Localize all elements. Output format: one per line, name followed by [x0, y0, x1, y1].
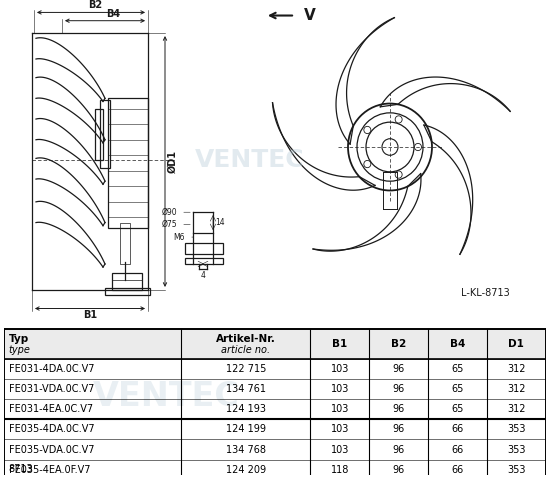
Circle shape	[364, 126, 371, 134]
Bar	[185, 243, 223, 254]
Text: 65: 65	[451, 404, 464, 414]
Text: Typ: Typ	[9, 333, 29, 343]
Bar	[185, 258, 223, 264]
Text: 124 193: 124 193	[226, 404, 266, 414]
Text: FE031-4EA.0C.V7: FE031-4EA.0C.V7	[9, 404, 93, 414]
Text: 96: 96	[393, 364, 405, 374]
Text: 96: 96	[393, 465, 405, 475]
Circle shape	[415, 143, 421, 150]
Bar	[4, 329, 546, 359]
Text: type: type	[9, 345, 31, 355]
Text: FE031-4DA.0C.V7: FE031-4DA.0C.V7	[9, 364, 94, 374]
Text: B1: B1	[332, 339, 348, 349]
Text: M6: M6	[173, 233, 185, 241]
Text: FE031-VDA.0C.V7: FE031-VDA.0C.V7	[9, 384, 94, 394]
Text: L-KL-8713: L-KL-8713	[461, 288, 510, 298]
Text: 312: 312	[507, 384, 525, 394]
Text: 312: 312	[507, 404, 525, 414]
Text: 96: 96	[393, 424, 405, 434]
Text: 118: 118	[331, 465, 349, 475]
Text: D1: D1	[508, 339, 524, 349]
Text: 103: 103	[331, 424, 349, 434]
Bar	[100, 101, 110, 168]
Text: 103: 103	[331, 404, 349, 414]
Text: 103: 103	[331, 364, 349, 374]
Text: V: V	[304, 8, 316, 23]
Text: Ø75: Ø75	[161, 220, 177, 229]
Text: Ø90: Ø90	[161, 208, 177, 217]
Text: Artikel-Nr.: Artikel-Nr.	[216, 333, 276, 343]
Circle shape	[395, 116, 402, 123]
Text: 134 768: 134 768	[226, 445, 266, 455]
Text: 353: 353	[507, 445, 525, 455]
Text: article no.: article no.	[221, 345, 271, 355]
Text: FE035-VDA.0C.V7: FE035-VDA.0C.V7	[9, 445, 94, 455]
Text: B4: B4	[450, 339, 465, 349]
Text: 14: 14	[215, 218, 224, 227]
Text: 96: 96	[393, 445, 405, 455]
Text: B2: B2	[391, 339, 406, 349]
Text: B2: B2	[88, 0, 102, 11]
Text: 65: 65	[451, 384, 464, 394]
Text: FE035-4DA.0C.V7: FE035-4DA.0C.V7	[9, 424, 95, 434]
Text: 8713: 8713	[9, 464, 34, 474]
Text: 96: 96	[393, 404, 405, 414]
Text: 66: 66	[451, 424, 464, 434]
Text: VENTEC: VENTEC	[94, 380, 240, 413]
Circle shape	[395, 171, 402, 178]
Text: 312: 312	[507, 364, 525, 374]
Bar	[108, 98, 148, 228]
Text: 103: 103	[331, 384, 349, 394]
Text: 66: 66	[451, 445, 464, 455]
Bar	[112, 274, 142, 290]
Text: 134 761: 134 761	[226, 384, 266, 394]
Text: 122 715: 122 715	[226, 364, 266, 374]
Text: 65: 65	[451, 364, 464, 374]
Text: 103: 103	[331, 445, 349, 455]
Text: 353: 353	[507, 465, 525, 475]
Text: 66: 66	[451, 465, 464, 475]
Text: VENTEC: VENTEC	[195, 148, 305, 172]
Bar	[105, 288, 150, 295]
Text: 4: 4	[201, 271, 206, 280]
Bar	[120, 223, 130, 264]
Text: B1: B1	[83, 309, 97, 319]
Circle shape	[364, 160, 371, 168]
Text: 124 199: 124 199	[226, 424, 266, 434]
Text: 353: 353	[507, 424, 525, 434]
Text: 96: 96	[393, 384, 405, 394]
Text: B4: B4	[106, 9, 120, 19]
Text: FE035-4EA.0F.V7: FE035-4EA.0F.V7	[9, 465, 90, 475]
Bar	[95, 109, 103, 160]
Text: ØD1: ØD1	[168, 150, 178, 173]
Text: 124 209: 124 209	[226, 465, 266, 475]
